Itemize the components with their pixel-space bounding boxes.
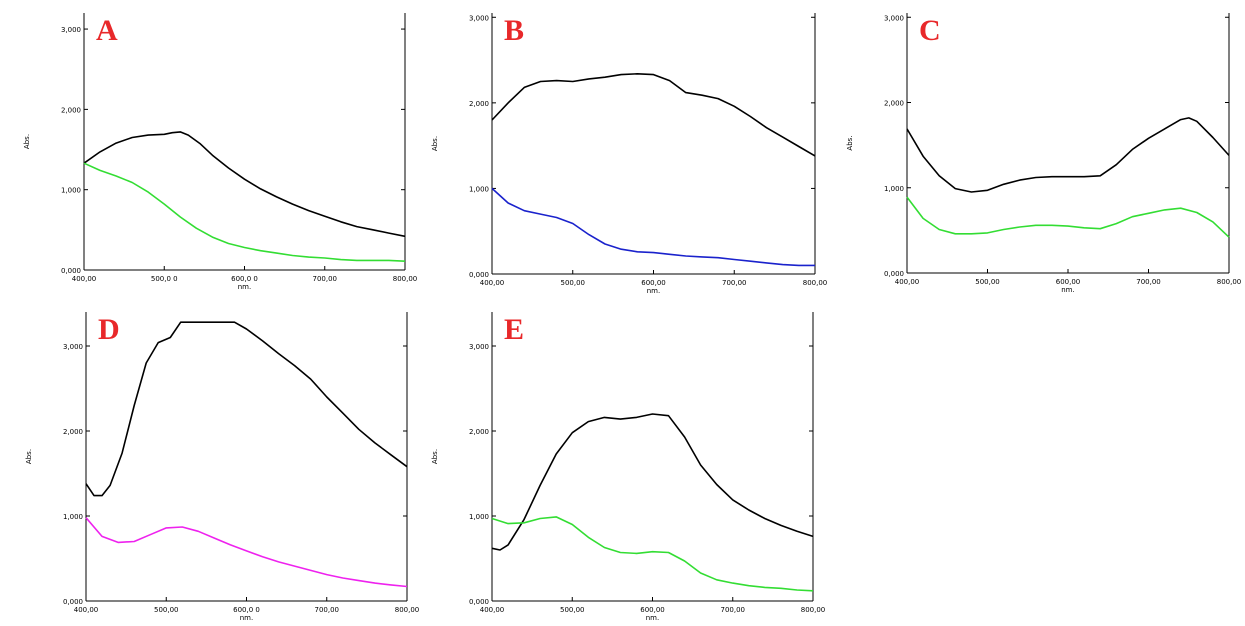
series-line-d-1 — [85, 321, 408, 497]
series-line-e-2 — [491, 516, 814, 592]
y-tick-label: 1,000 — [884, 185, 904, 193]
x-tick-label: 800,00 — [393, 275, 418, 283]
y-tick-label: 0,000 — [63, 598, 83, 606]
chart-panel-d: 0,000 1,000 2,000 3,000 400,00 500,00 600,0 0 7… — [25, 312, 419, 622]
chart-panel-a: 0,000 1,000 2,000 3,000 400,00 500,0 0 600,0 0… — [23, 13, 417, 291]
x-tick-label: 600,0 0 — [233, 606, 260, 614]
y-axis-title: Abs. — [25, 449, 33, 464]
chart-panel-b: 0,000 1,000 2,000 3,000 400,00 500,00 600,00 70… — [431, 13, 827, 295]
chart-panel-e: 0,000 1,000 2,000 3,000 400,00 500,00 600,00 70… — [431, 312, 825, 622]
series-line-e-1 — [491, 413, 814, 551]
y-tick-label: 0,000 — [469, 598, 489, 606]
x-tick-label: 600,00 — [640, 606, 665, 614]
panel-letter-e: E — [504, 313, 524, 346]
y-axis-title: Abs. — [431, 136, 439, 151]
x-tick-label: 800,00 — [395, 606, 420, 614]
x-tick-label: 800,00 — [801, 606, 826, 614]
y-tick-label: 2,000 — [469, 100, 489, 108]
y-tick-label: 3,000 — [63, 343, 83, 351]
x-axis-title: nm. — [238, 283, 251, 291]
x-tick-label: 400,00 — [72, 275, 97, 283]
y-axis-title: Abs. — [23, 134, 31, 149]
y-tick-label: 3,000 — [469, 343, 489, 351]
series-line-c-1 — [906, 117, 1230, 193]
y-tick-label: 2,000 — [61, 106, 81, 114]
series-line-b-1 — [491, 73, 816, 157]
x-tick-label: 700,00 — [315, 606, 340, 614]
x-tick-label: 400,00 — [895, 278, 920, 286]
panel-letter-c: C — [919, 14, 941, 47]
y-tick-label: 3,000 — [61, 26, 81, 34]
y-tick-label: 0,000 — [469, 271, 489, 279]
series-line-d-2 — [85, 517, 408, 588]
x-tick-label: 600,00 — [1056, 278, 1081, 286]
x-tick-label: 500,00 — [975, 278, 1000, 286]
x-tick-label: 400,00 — [480, 279, 505, 287]
y-tick-label: 0,000 — [61, 267, 81, 275]
x-tick-label: 600,00 — [641, 279, 666, 287]
y-tick-label: 2,000 — [884, 100, 904, 108]
x-axis-title: nm. — [1061, 286, 1074, 294]
x-tick-label: 700,00 — [722, 279, 747, 287]
x-tick-label: 500,00 — [561, 279, 586, 287]
chart-panel-c: 0,000 1,000 2,000 3,000 400,00 500,00 600,00 70… — [846, 13, 1241, 294]
y-tick-label: 2,000 — [469, 428, 489, 436]
y-tick-label: 1,000 — [61, 187, 81, 195]
y-tick-label: 1,000 — [63, 513, 83, 521]
x-axis-title: nm. — [240, 614, 253, 622]
y-tick-label: 1,000 — [469, 185, 489, 193]
x-tick-label: 500,0 0 — [151, 275, 178, 283]
x-tick-label: 600,0 0 — [231, 275, 258, 283]
series-line-a-2 — [83, 162, 406, 262]
x-axis-title: nm. — [647, 287, 660, 295]
x-tick-label: 800,00 — [803, 279, 828, 287]
y-tick-label: 2,000 — [63, 428, 83, 436]
x-tick-label: 700,00 — [721, 606, 746, 614]
y-axis-title: Abs. — [846, 135, 854, 150]
series-line-c-2 — [906, 196, 1230, 238]
y-tick-label: 0,000 — [884, 270, 904, 278]
x-tick-label: 800,00 — [1217, 278, 1242, 286]
y-tick-label: 3,000 — [884, 14, 904, 22]
x-tick-label: 500,00 — [154, 606, 179, 614]
series-line-a-1 — [83, 131, 406, 238]
y-axis-title: Abs. — [431, 449, 439, 464]
series-line-b-2 — [491, 187, 815, 267]
panel-letter-b: B — [504, 14, 524, 47]
x-tick-label: 400,00 — [74, 606, 99, 614]
x-tick-label: 400,00 — [480, 606, 505, 614]
x-tick-label: 700,00 — [1136, 278, 1161, 286]
x-tick-label: 700,00 — [313, 275, 338, 283]
y-tick-label: 3,000 — [469, 14, 489, 22]
x-tick-label: 500,00 — [560, 606, 585, 614]
y-tick-label: 1,000 — [469, 513, 489, 521]
panel-letter-d: D — [98, 313, 120, 346]
panel-letter-a: A — [96, 14, 118, 47]
x-axis-title: nm. — [646, 614, 659, 622]
